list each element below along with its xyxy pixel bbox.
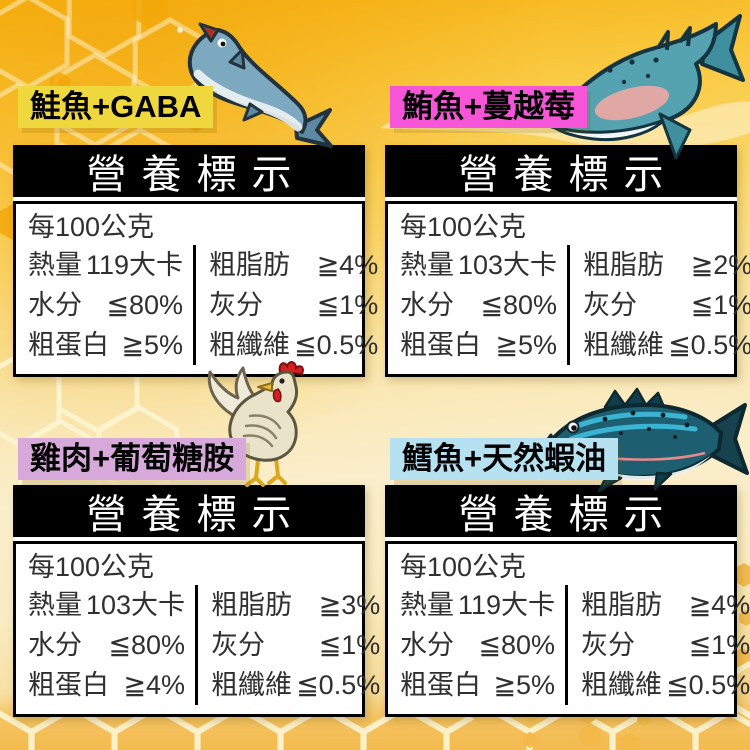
nutrition-row-protein: 粗蛋白 ≧5% — [400, 330, 558, 360]
nutrition-row-fat: 粗脂肪 ≧3% — [211, 590, 381, 620]
nutrition-title: 營養標示 — [385, 485, 737, 537]
nutrition-row-fiber: 粗纖維 ≦0.5% — [209, 330, 379, 360]
nutrition-row-fiber: 粗纖維 ≦0.5% — [211, 670, 381, 700]
nutrition-row-moisture: 水分 ≦80% — [28, 290, 184, 320]
nutrition-panel-cod-shrimp-oil: 營養標示 每100公克 熱量 119大卡 水分 ≦80% 粗蛋白 ≧5% 粗脂肪 ≧4%… — [385, 485, 750, 717]
nutrition-panel-salmon-gaba: 營養標示 每100公克 熱量 119大卡 水分 ≦80% 粗蛋白 ≧5% 粗脂肪 ≧4%… — [13, 145, 378, 377]
nutrition-row-ash: 灰分 ≦1% — [211, 630, 381, 660]
nutrition-row-moisture: 水分 ≦80% — [400, 290, 558, 320]
nutrition-title: 營養標示 — [13, 145, 365, 197]
nutrition-row-calories: 熱量 119大卡 — [28, 250, 184, 280]
nutrition-row-calories: 熱量 103大卡 — [400, 250, 558, 280]
nutrition-title: 營養標示 — [385, 145, 737, 197]
nutrition-row-fat: 粗脂肪 ≧2% — [583, 250, 750, 280]
badge-tuna-cranberry: 鮪魚+蔓越莓 — [390, 86, 588, 128]
nutrition-row-moisture: 水分 ≦80% — [400, 630, 556, 660]
nutrition-row-moisture: 水分 ≦80% — [28, 630, 186, 660]
nutrition-row-ash: 灰分 ≦1% — [209, 290, 379, 320]
nutrition-row-fiber: 粗纖維 ≦0.5% — [581, 670, 750, 700]
nutrition-row-ash: 灰分 ≦1% — [581, 630, 750, 660]
nutrition-panel-chicken-glucosamine: 營養標示 每100公克 熱量 103大卡 水分 ≦80% 粗蛋白 ≧4% 粗脂肪 ≧3%… — [13, 485, 380, 717]
nutrition-row-protein: 粗蛋白 ≧5% — [28, 330, 184, 360]
nutrition-row-fat: 粗脂肪 ≧4% — [581, 590, 750, 620]
nutrition-row-protein: 粗蛋白 ≧5% — [400, 670, 556, 700]
serving-size: 每100公克 — [400, 552, 527, 582]
serving-size: 每100公克 — [28, 552, 155, 582]
badge-cod-shrimp-oil: 鱈魚+天然蝦油 — [390, 438, 619, 480]
nutrition-row-ash: 灰分 ≦1% — [583, 290, 750, 320]
serving-size: 每100公克 — [400, 212, 527, 242]
nutrition-row-fiber: 粗纖維 ≦0.5% — [583, 330, 750, 360]
nutrition-title: 營養標示 — [13, 485, 365, 537]
nutrition-row-calories: 熱量 119大卡 — [400, 590, 556, 620]
nutrition-row-calories: 熱量 103大卡 — [28, 590, 186, 620]
nutrition-row-protein: 粗蛋白 ≧4% — [28, 670, 186, 700]
serving-size: 每100公克 — [28, 212, 155, 242]
badge-salmon-gaba: 鮭魚+GABA — [18, 86, 214, 128]
badge-chicken-glucosamine: 雞肉+葡萄糖胺 — [18, 438, 247, 480]
nutrition-panel-tuna-cranberry: 營養標示 每100公克 熱量 103大卡 水分 ≦80% 粗蛋白 ≧5% 粗脂肪 ≧2%… — [385, 145, 750, 377]
nutrition-row-fat: 粗脂肪 ≧4% — [209, 250, 379, 280]
